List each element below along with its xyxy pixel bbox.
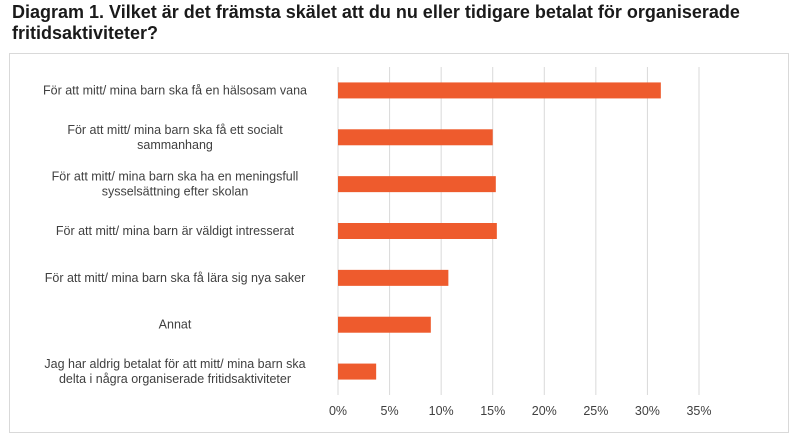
bar-6 <box>338 363 377 380</box>
bar-4 <box>338 269 449 286</box>
x-tick-label-7: 35% <box>686 404 711 418</box>
bar-5 <box>338 316 431 333</box>
category-label-2-line-2: sysselsättning efter skolan <box>102 185 249 199</box>
category-label-6-line-1: Jag har aldrig betalat för att mitt/ min… <box>44 357 305 371</box>
chart-title-line-1: Diagram 1. Vilket är det främsta skälet … <box>12 2 740 22</box>
category-label-0: För att mitt/ mina barn ska få en hälsos… <box>43 83 307 97</box>
category-label-5: Annat <box>159 318 192 332</box>
category-label-2-line-1: För att mitt/ mina barn ska ha en mening… <box>52 170 299 184</box>
x-tick-label-2: 10% <box>429 404 454 418</box>
category-label-1-line-1: För att mitt/ mina barn ska få ett socia… <box>67 123 283 137</box>
category-label-3: För att mitt/ mina barn är väldigt intre… <box>56 224 295 238</box>
chart-title-line-2: fritidsaktiviteter? <box>12 23 159 43</box>
x-tick-label-6: 30% <box>635 404 660 418</box>
bar-1 <box>338 129 493 146</box>
bar-0 <box>338 82 661 99</box>
bar-2 <box>338 176 496 193</box>
chart-title: Diagram 1. Vilket är det främsta skälet … <box>12 2 792 44</box>
x-tick-label-0: 0% <box>329 404 347 418</box>
x-tick-label-4: 20% <box>532 404 557 418</box>
bar-3 <box>338 223 497 239</box>
category-label-1-line-2: sammanhang <box>137 138 213 152</box>
x-tick-label-1: 5% <box>381 404 399 418</box>
category-label-6-line-2: delta i några organiserade fritidsaktivi… <box>59 372 291 386</box>
category-label-4: För att mitt/ mina barn ska få lära sig … <box>45 271 306 285</box>
chart-frame <box>9 53 789 433</box>
x-tick-label-3: 15% <box>480 404 505 418</box>
x-tick-label-5: 25% <box>583 404 608 418</box>
